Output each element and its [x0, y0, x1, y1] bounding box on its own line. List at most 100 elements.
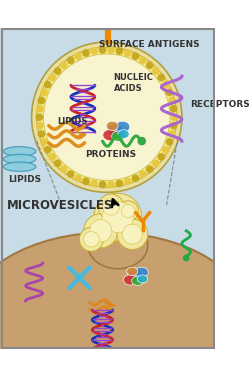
Bar — [0, 256, 215, 259]
Bar — [0, 266, 215, 269]
Bar — [0, 130, 215, 134]
Circle shape — [138, 137, 146, 146]
Bar — [0, 115, 215, 118]
Bar — [0, 221, 215, 224]
Circle shape — [99, 181, 106, 188]
Bar — [0, 259, 215, 262]
Circle shape — [170, 113, 178, 121]
Circle shape — [162, 146, 170, 153]
Circle shape — [38, 130, 45, 138]
Circle shape — [168, 130, 176, 138]
Circle shape — [54, 67, 61, 75]
Text: MICROVESICLES: MICROVESICLES — [7, 199, 113, 211]
Circle shape — [90, 220, 112, 242]
Bar — [0, 57, 215, 60]
Circle shape — [36, 113, 43, 121]
Bar — [0, 330, 215, 333]
Ellipse shape — [115, 121, 130, 133]
Bar — [0, 276, 215, 279]
Circle shape — [32, 42, 182, 192]
Bar — [0, 301, 215, 304]
Ellipse shape — [135, 267, 148, 277]
Bar — [0, 262, 215, 266]
Circle shape — [117, 219, 148, 250]
Circle shape — [170, 105, 177, 113]
Circle shape — [38, 97, 45, 104]
Bar — [0, 176, 215, 179]
Circle shape — [152, 159, 160, 167]
Ellipse shape — [0, 233, 248, 377]
Bar — [0, 327, 215, 330]
Bar — [0, 311, 215, 314]
Ellipse shape — [112, 131, 125, 141]
Bar — [0, 111, 215, 115]
Circle shape — [94, 193, 142, 241]
Bar — [0, 156, 215, 159]
Circle shape — [139, 57, 147, 64]
Bar — [0, 211, 215, 214]
Bar — [0, 188, 215, 192]
Circle shape — [139, 170, 147, 178]
Bar — [0, 179, 215, 182]
Circle shape — [124, 49, 132, 57]
Bar — [0, 291, 215, 295]
Bar — [0, 137, 215, 140]
Bar — [0, 285, 215, 288]
Bar — [0, 73, 215, 76]
Bar — [0, 250, 215, 253]
Text: RECEPTORS: RECEPTORS — [191, 100, 250, 109]
Bar — [0, 298, 215, 301]
Bar — [0, 127, 215, 130]
Circle shape — [74, 175, 82, 182]
Bar — [0, 44, 215, 47]
Circle shape — [183, 255, 190, 262]
Bar — [0, 201, 215, 205]
Text: SURFACE ANTIGENS: SURFACE ANTIGENS — [99, 40, 200, 49]
Bar — [0, 218, 215, 221]
Circle shape — [158, 153, 165, 161]
Bar — [0, 163, 215, 166]
Ellipse shape — [128, 270, 142, 281]
Bar — [0, 230, 215, 234]
Circle shape — [132, 52, 139, 60]
Text: LIPIDS: LIPIDS — [57, 117, 88, 126]
Bar — [0, 214, 215, 218]
Circle shape — [84, 231, 99, 247]
Circle shape — [36, 105, 44, 113]
Bar — [0, 205, 215, 208]
Circle shape — [90, 47, 98, 55]
Circle shape — [118, 201, 138, 221]
Circle shape — [54, 159, 61, 167]
Bar — [0, 31, 215, 34]
Circle shape — [99, 46, 106, 54]
Bar — [0, 92, 215, 95]
Bar — [0, 40, 215, 44]
Bar — [0, 198, 215, 201]
Bar — [0, 76, 215, 79]
Bar — [0, 63, 215, 66]
Ellipse shape — [118, 130, 129, 138]
Bar — [0, 346, 215, 349]
Circle shape — [90, 179, 98, 187]
Bar — [0, 108, 215, 111]
Bar — [0, 182, 215, 185]
Text: PROTEINS: PROTEINS — [85, 150, 137, 159]
Circle shape — [107, 181, 115, 188]
Circle shape — [103, 199, 119, 215]
Circle shape — [84, 214, 118, 248]
Circle shape — [124, 178, 132, 185]
Circle shape — [60, 166, 68, 173]
Ellipse shape — [4, 154, 36, 164]
Bar — [0, 337, 215, 340]
Circle shape — [40, 89, 48, 96]
Bar — [0, 37, 215, 40]
Circle shape — [166, 89, 173, 96]
Circle shape — [48, 153, 56, 161]
Circle shape — [74, 52, 82, 60]
Ellipse shape — [132, 276, 144, 285]
Circle shape — [82, 178, 90, 185]
Bar — [0, 86, 215, 89]
Circle shape — [67, 170, 74, 178]
Bar — [0, 60, 215, 63]
Bar — [0, 253, 215, 256]
